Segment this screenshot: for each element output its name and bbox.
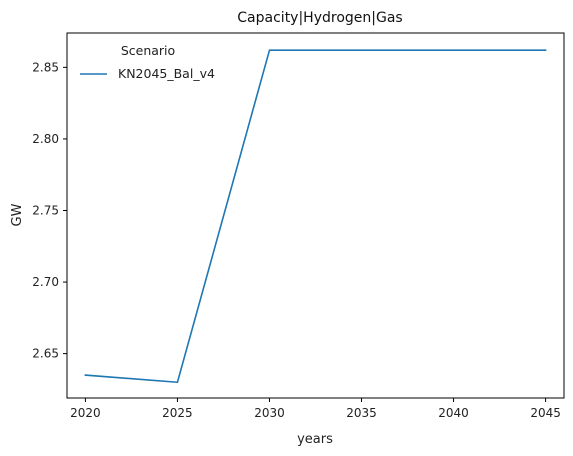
y-axis-label: GW (10, 203, 25, 226)
x-tick-label: 2045 (530, 406, 561, 420)
x-tick-label: 2040 (438, 406, 469, 420)
x-tick-label: 2035 (346, 406, 377, 420)
legend-title: Scenario (121, 43, 175, 58)
legend: Scenario KN2045_Bal_v4 (80, 43, 215, 81)
x-axis-label: years (297, 432, 333, 447)
x-axis: 2020 2025 2030 2035 2040 2045 (70, 398, 561, 420)
y-tick-label: 2.80 (32, 132, 59, 146)
plot-frame (66, 32, 565, 399)
series-layer (84, 49, 547, 384)
y-axis: 2.65 2.70 2.75 2.80 2.85 (32, 60, 67, 361)
x-tick-label: 2030 (254, 406, 285, 420)
y-tick-label: 2.75 (32, 203, 59, 217)
legend-label-kn2045-bal-v4: KN2045_Bal_v4 (118, 66, 215, 81)
y-tick-label: 2.70 (32, 275, 59, 289)
plot-area (66, 32, 565, 399)
series-line-0 (84, 49, 547, 384)
y-tick-label: 2.85 (32, 60, 59, 74)
chart-title: Capacity|Hydrogen|Gas (237, 10, 402, 26)
x-tick-label: 2025 (162, 406, 193, 420)
y-tick-label: 2.65 (32, 347, 59, 361)
x-tick-label: 2020 (70, 406, 101, 420)
